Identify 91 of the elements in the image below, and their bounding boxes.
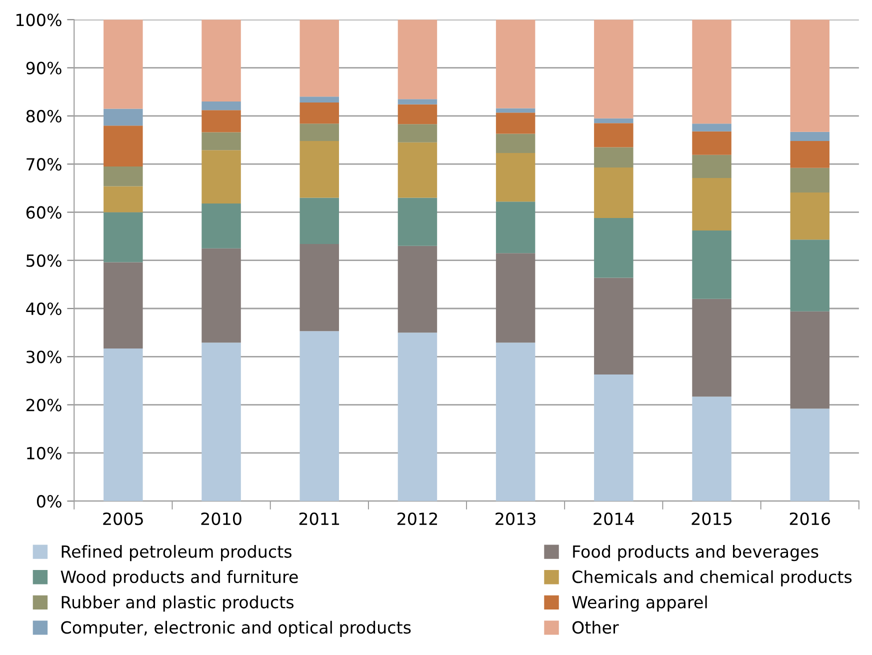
bar — [496, 153, 536, 202]
bar — [398, 124, 438, 142]
legend-label: Wearing apparel — [572, 596, 707, 612]
bar — [104, 126, 143, 166]
bar — [496, 342, 536, 502]
bar — [496, 202, 536, 254]
bar — [692, 20, 732, 124]
bar — [594, 118, 634, 124]
bar — [104, 108, 143, 126]
bar — [594, 374, 634, 502]
bar — [496, 253, 536, 343]
bar — [496, 112, 536, 134]
legend-label: Chemicals and chemical products — [572, 570, 852, 586]
bar — [104, 262, 143, 348]
y-tick-label: 10% — [27, 446, 62, 460]
bar — [398, 332, 438, 502]
bar — [594, 123, 634, 148]
bar — [594, 147, 634, 168]
bar — [300, 96, 339, 102]
bar — [300, 20, 339, 97]
bar — [300, 331, 339, 502]
bar — [202, 204, 241, 248]
legend-label: Wood products and furniture — [60, 570, 298, 586]
bar — [202, 248, 241, 343]
bar — [398, 142, 438, 198]
bar — [790, 408, 830, 502]
y-tick-label: 70% — [26, 158, 62, 171]
y-tick-label: 100% — [16, 14, 62, 26]
bar — [398, 99, 438, 104]
bar — [104, 348, 143, 502]
x-tick-label: 2014 — [594, 512, 634, 526]
bar — [594, 167, 634, 218]
bar — [202, 20, 241, 102]
x-tick-label: 2010 — [201, 512, 242, 526]
bar — [692, 154, 732, 178]
bar — [790, 311, 830, 409]
bar — [692, 298, 732, 397]
bar — [398, 104, 438, 124]
bar — [300, 124, 339, 141]
y-tick-label: 30% — [26, 350, 62, 364]
bar — [692, 396, 732, 502]
bar — [202, 342, 241, 502]
bar — [398, 20, 438, 100]
bar — [104, 212, 143, 262]
bar — [202, 110, 241, 132]
bar — [496, 20, 536, 108]
bar — [496, 134, 536, 154]
bar — [300, 102, 339, 124]
bar — [300, 140, 339, 198]
bar — [202, 101, 241, 110]
legend-label: Other — [572, 620, 619, 634]
x-tick-label: 2011 — [299, 512, 340, 526]
bar — [790, 20, 830, 132]
bar — [790, 168, 830, 192]
bar — [496, 108, 536, 113]
bar — [300, 198, 339, 244]
x-tick-label: 2005 — [103, 512, 143, 526]
bar — [594, 278, 634, 374]
bar — [594, 20, 634, 118]
x-tick-label: 2015 — [692, 512, 732, 526]
bar — [398, 198, 438, 246]
bar — [790, 240, 830, 312]
bar — [790, 132, 830, 141]
y-tick-label: 90% — [26, 62, 62, 74]
x-tick-label: 2013 — [496, 512, 536, 526]
legend-label: Food products and beverages — [573, 544, 818, 562]
bar — [398, 246, 438, 333]
legend-label: Computer, electronic and optical products — [61, 620, 411, 637]
bar — [594, 218, 634, 278]
bar — [692, 230, 732, 299]
bar — [692, 178, 732, 231]
bar — [202, 132, 241, 150]
bar — [104, 186, 143, 212]
legend-label: Refined petroleum products — [62, 544, 292, 562]
y-tick-label: 60% — [26, 206, 62, 219]
bar — [790, 140, 830, 168]
y-tick-label: 40% — [26, 302, 62, 316]
legend-label: Rubber and plastic products — [62, 596, 294, 612]
bar — [202, 150, 241, 204]
bar — [104, 20, 143, 109]
y-tick-label: 20% — [26, 398, 62, 412]
y-tick-label: 0% — [36, 495, 62, 508]
x-tick-label: 2012 — [397, 512, 438, 526]
bar — [692, 131, 732, 155]
bar — [692, 124, 732, 132]
bar — [300, 244, 339, 332]
y-tick-label: 50% — [26, 254, 62, 267]
bar — [790, 192, 830, 240]
x-tick-label: 2016 — [790, 512, 830, 526]
y-tick-label: 80% — [26, 110, 62, 123]
bar — [104, 166, 143, 186]
